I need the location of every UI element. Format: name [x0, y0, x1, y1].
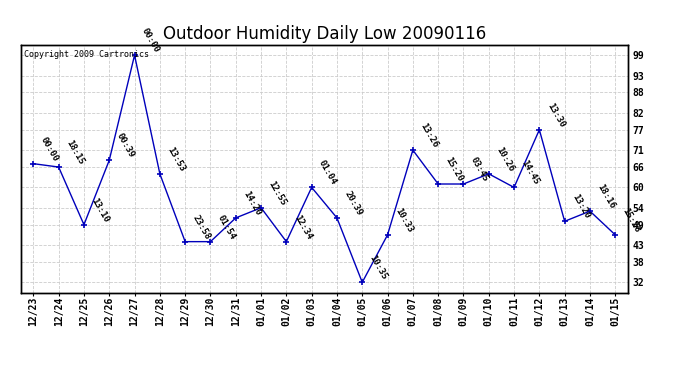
Text: 10:33: 10:33 — [393, 206, 414, 234]
Text: 18:15: 18:15 — [64, 138, 86, 166]
Text: 10:26: 10:26 — [494, 145, 515, 173]
Text: 13:20: 13:20 — [570, 193, 591, 220]
Text: 01:54: 01:54 — [216, 213, 237, 241]
Text: 23:58: 23:58 — [190, 213, 212, 241]
Text: 15:28: 15:28 — [621, 206, 642, 234]
Text: 18:16: 18:16 — [595, 183, 617, 210]
Text: 13:30: 13:30 — [545, 101, 566, 129]
Title: Outdoor Humidity Daily Low 20090116: Outdoor Humidity Daily Low 20090116 — [163, 26, 486, 44]
Text: 10:35: 10:35 — [368, 254, 389, 282]
Text: 13:26: 13:26 — [418, 122, 440, 149]
Text: 14:20: 14:20 — [241, 189, 262, 217]
Text: 00:39: 00:39 — [115, 132, 136, 159]
Text: 13:53: 13:53 — [166, 145, 186, 173]
Text: 12:55: 12:55 — [266, 179, 288, 207]
Text: 01:04: 01:04 — [317, 159, 338, 187]
Text: 15:20: 15:20 — [444, 156, 465, 183]
Text: 03:45: 03:45 — [469, 156, 490, 183]
Text: Copyright 2009 Cartronics: Copyright 2009 Cartronics — [23, 50, 149, 59]
Text: 14:45: 14:45 — [520, 159, 541, 187]
Text: 13:10: 13:10 — [90, 196, 110, 224]
Text: 20:39: 20:39 — [342, 189, 364, 217]
Text: 00:00: 00:00 — [39, 135, 60, 163]
Text: 00:00: 00:00 — [140, 27, 161, 54]
Text: 12:34: 12:34 — [292, 213, 313, 241]
